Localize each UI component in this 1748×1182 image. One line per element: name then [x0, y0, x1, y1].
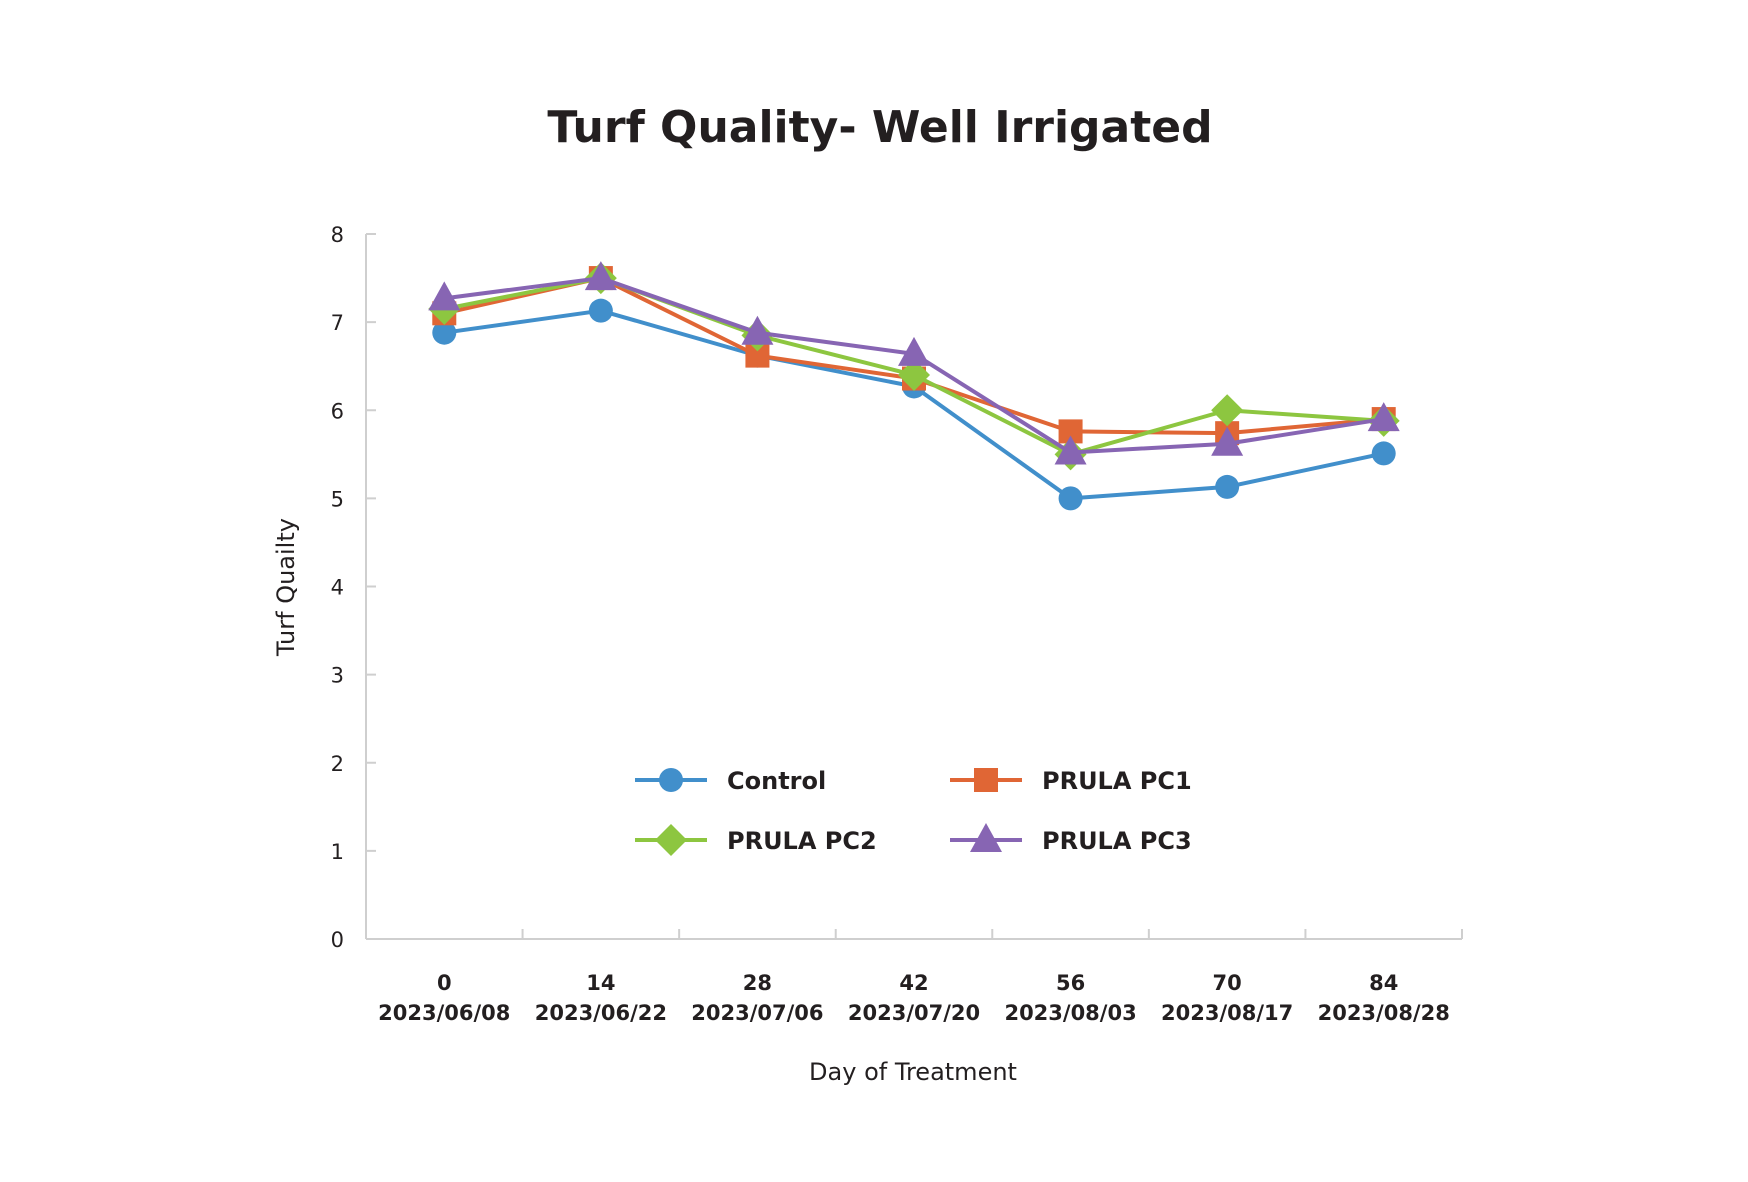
y-tick-label: 6 — [331, 399, 344, 423]
y-tick-label: 1 — [331, 840, 344, 864]
data-point — [1054, 435, 1087, 465]
x-tick-label: 42 — [899, 971, 928, 995]
legend-item: PRULA PC1 — [950, 767, 1192, 795]
y-tick-label: 7 — [331, 311, 344, 335]
series-group — [428, 261, 1400, 511]
legend-label: PRULA PC1 — [1042, 767, 1192, 795]
x-tick-date-label: 2023/07/06 — [691, 1001, 823, 1025]
data-point — [1367, 402, 1400, 432]
x-tick-date-label: 2023/06/08 — [378, 1001, 510, 1025]
legend-label: Control — [727, 767, 826, 795]
y-axis-label: Turf Quailty — [272, 518, 300, 657]
y-tick-label: 3 — [331, 664, 344, 688]
x-tick-label: 56 — [1056, 971, 1085, 995]
x-tick-date-label: 2023/07/20 — [848, 1001, 980, 1025]
data-point — [1058, 486, 1083, 511]
data-point — [898, 359, 930, 391]
legend-item: PRULA PC2 — [635, 824, 877, 856]
x-tick-label: 84 — [1369, 971, 1398, 995]
axes: 01234567802023/06/08142023/06/22282023/0… — [331, 223, 1463, 1025]
data-point — [1211, 426, 1244, 456]
series-control — [432, 298, 1396, 511]
data-point — [1371, 441, 1396, 466]
x-tick-label: 70 — [1213, 971, 1242, 995]
data-point — [428, 281, 461, 311]
y-tick-label: 5 — [331, 487, 344, 511]
x-tick-label: 14 — [586, 971, 615, 995]
x-tick-date-label: 2023/08/28 — [1318, 1001, 1450, 1025]
y-tick-label: 0 — [331, 928, 344, 952]
x-tick-date-label: 2023/08/03 — [1004, 1001, 1136, 1025]
y-tick-label: 2 — [331, 752, 344, 776]
legend-marker — [974, 768, 998, 792]
x-tick-label: 0 — [437, 971, 452, 995]
data-point — [898, 336, 930, 366]
legend-marker — [659, 768, 683, 792]
legend-marker — [970, 823, 1002, 852]
data-point — [584, 261, 617, 291]
legend-item: PRULA PC3 — [950, 823, 1192, 855]
data-point — [432, 320, 457, 345]
legend: Control PRULA PC1 PRULA PC2 PRULA PC3 — [635, 767, 1192, 856]
legend-label: PRULA PC2 — [727, 827, 877, 855]
x-tick-label: 28 — [743, 971, 772, 995]
series-prula-pc3 — [428, 261, 1400, 465]
data-point — [741, 315, 774, 345]
x-tick-date-label: 2023/08/17 — [1161, 1001, 1293, 1025]
chart-title: Turf Quality- Well Irrigated — [547, 102, 1212, 153]
data-point — [588, 298, 613, 323]
y-tick-label: 4 — [331, 576, 344, 600]
data-point — [1211, 394, 1244, 427]
x-axis-label: Day of Treatment — [809, 1058, 1017, 1086]
x-tick-date-label: 2023/06/22 — [535, 1001, 667, 1025]
data-point — [1215, 474, 1240, 499]
legend-marker — [655, 824, 687, 856]
legend-label: PRULA PC3 — [1042, 827, 1192, 855]
legend-item: Control — [635, 767, 826, 795]
y-tick-label: 8 — [331, 223, 344, 247]
